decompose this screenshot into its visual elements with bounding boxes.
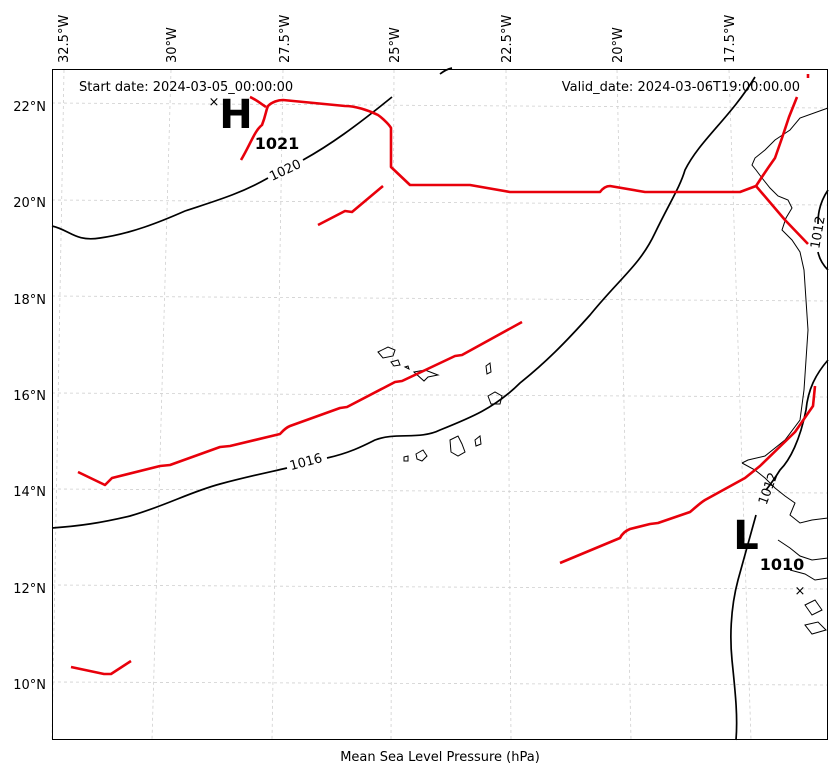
isobar-1020 [51,67,453,240]
isobar-label: 1020 [267,157,303,185]
front-north-high [239,96,799,194]
low-pressure-center: × L 1010 [733,513,805,599]
cape-verde-sao-vicente [390,359,401,367]
lat-tick-label: 16°N [13,389,46,404]
bijagos-coast [777,539,829,635]
high-pressure-center: × H 1021 [209,92,300,153]
lat-tick-label: 10°N [13,678,46,693]
coastlines [377,107,829,635]
lon-tick-label: 25°W [388,27,403,63]
lon-tick-label: 20°W [611,27,626,63]
low-value: 1010 [760,555,805,574]
front-central [77,320,523,487]
lat-tick-label: 20°N [13,196,46,211]
map-frame [52,69,828,740]
front-east-branch [755,185,809,245]
fronts [70,74,817,676]
isobar-label: 1012 [756,471,781,507]
lat-tick-label: 14°N [13,485,46,500]
cape-verde-sao-nicolau [412,369,440,382]
cape-verde-santo-antao [377,346,396,359]
high-center-marker: × [209,95,220,110]
cape-verde-maio [474,435,482,447]
cape-verde-sal [485,362,492,375]
lat-tick-label: 18°N [13,293,46,308]
low-center-marker: × [795,584,806,599]
front-south [559,385,817,565]
lon-tick-label: 17.5°W [723,15,738,63]
lat-tick-label: 22°N [13,100,46,115]
start-date-label: Start date: 2024-03-05_00:00:00 [79,80,293,95]
cape-verde-boa-vista [487,391,503,405]
lon-tick-label: 27.5°W [278,15,293,63]
cape-verde-fogo [415,449,428,462]
longitude-ticks: 32.5°W 30°W 27.5°W 25°W 22.5°W 20°W 17.5… [57,15,738,63]
low-letter: L [733,513,759,559]
lon-tick-label: 32.5°W [57,15,72,63]
isobar-label: 1016 [288,451,324,474]
valid-date-label: Valid_date: 2024-03-06T19:00:00.00 [562,80,800,95]
cape-verde-santiago [449,435,466,457]
front-southwest [70,659,132,676]
lon-tick-label: 22.5°W [500,15,515,63]
cape-verde-brava [403,455,409,462]
axis-xlabel: Mean Sea Level Pressure (hPa) [340,750,540,765]
lat-tick-label: 12°N [13,582,46,597]
isobar-1012-south [730,359,829,741]
isobar-label: 1012 [808,215,829,250]
isobars [51,67,829,741]
front-central-west [317,185,384,227]
africa-coast-north [741,107,829,464]
high-value: 1021 [255,134,300,153]
lon-tick-label: 30°W [165,27,180,63]
high-letter: H [219,92,252,138]
graticule [51,69,829,741]
cape-verde-santa-luzia [403,365,410,370]
front-high-west-stub [249,95,267,109]
africa-coast-south [741,462,829,524]
latitude-ticks: 22°N 20°N 18°N 16°N 14°N 12°N 10°N [13,100,46,693]
isobar-1016 [51,76,756,529]
